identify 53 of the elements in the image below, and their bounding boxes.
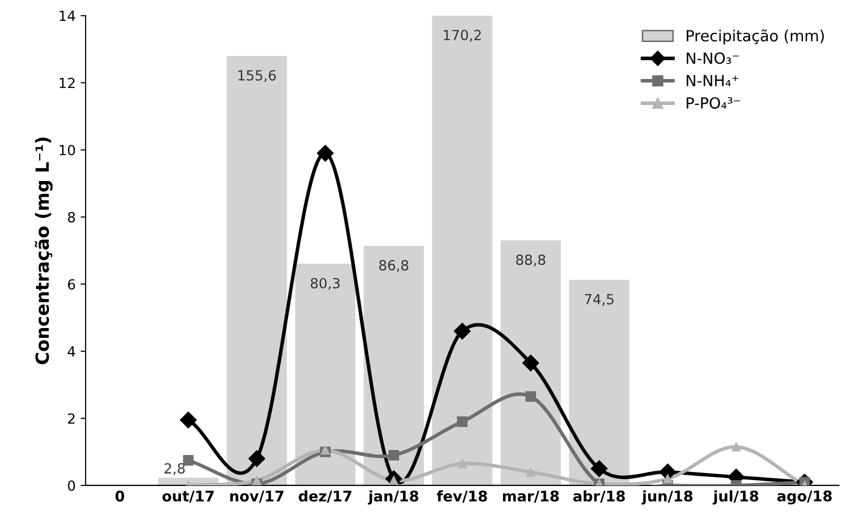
x-tick-label: fev/18: [436, 490, 488, 503]
data-label: 86,8: [379, 260, 408, 272]
y-axis-title: Concentração (mg L⁻¹): [34, 138, 53, 364]
point: [522, 354, 540, 372]
y-tick-label: 12: [60, 78, 74, 88]
y-tick-label: 14: [60, 10, 76, 21]
bar: [364, 246, 424, 486]
bar: [500, 240, 561, 486]
legend-label: N-NH₄⁺: [686, 74, 738, 86]
bar: [432, 16, 492, 486]
point: [454, 322, 471, 340]
point: [526, 468, 536, 476]
point: [183, 455, 194, 466]
point: [320, 446, 330, 455]
x-tick-label: abr/18: [573, 490, 625, 503]
point: [525, 391, 536, 402]
x-tick-label: out/17: [162, 490, 214, 503]
legend-label: N-NO₃⁻: [686, 52, 739, 64]
x-tick-label: jun/18: [642, 490, 692, 505]
data-label: 170,2: [444, 30, 481, 42]
y-tick-label: 2: [68, 413, 74, 424]
point: [388, 450, 400, 461]
point: [316, 144, 334, 162]
bar: [295, 264, 356, 486]
point: [456, 416, 468, 427]
point: [732, 442, 741, 452]
x-tick-label: jul/18: [712, 490, 758, 505]
point: [180, 412, 197, 428]
point: [248, 450, 266, 467]
bar: [226, 56, 287, 486]
data-label: 155,6: [238, 70, 276, 82]
legend-label: Precipitação (mm): [686, 29, 824, 44]
x-tick-label: mar/18: [503, 490, 559, 503]
legend-label: P-PO₄³⁻: [686, 97, 740, 109]
point: [252, 476, 262, 485]
y-tick-label: 0: [68, 480, 75, 491]
data-label: 2,8: [164, 463, 185, 476]
y-tick-label: 6: [68, 279, 76, 290]
x-tick-label: nov/17: [230, 490, 284, 503]
bar: [569, 280, 630, 486]
y-tick-label: 4: [68, 346, 76, 357]
x-tick-label: ago/18: [777, 490, 832, 504]
x-tick-label: dez/17: [298, 490, 352, 503]
data-label: 88,8: [516, 254, 546, 266]
point: [590, 460, 608, 478]
point: [663, 474, 672, 484]
y-tick-label: 10: [60, 144, 75, 156]
data-label: 80,3: [310, 278, 340, 290]
x-tick-label: jan/18: [368, 490, 418, 505]
y-tick-label: 8: [68, 212, 75, 222]
x-tick-label: 0: [115, 490, 124, 502]
point: [458, 459, 467, 468]
data-label: 74,5: [584, 294, 614, 306]
